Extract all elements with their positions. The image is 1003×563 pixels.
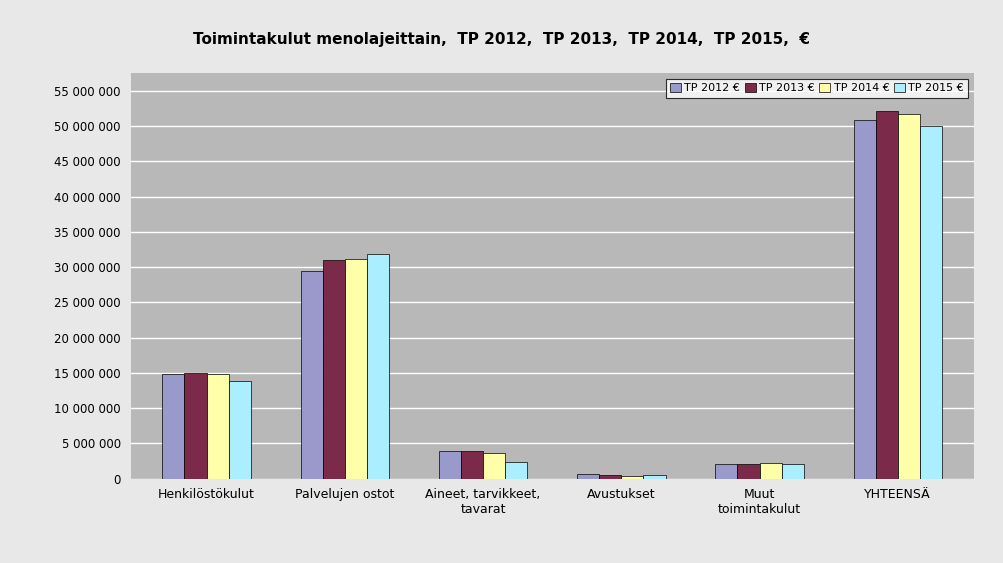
Bar [577,474,599,479]
Bar [505,462,527,479]
Bar [482,453,505,479]
Bar [322,260,344,479]
Bar [229,381,251,479]
Bar [185,373,207,479]
Bar [759,463,781,479]
Bar [162,374,185,479]
Bar [344,258,366,479]
Bar [366,254,389,479]
Bar [737,464,759,479]
Bar [781,464,803,479]
Bar [207,373,229,479]
Bar [875,110,897,479]
Text: Toimintakulut menolajeittain,  TP 2012,  TP 2013,  TP 2014,  TP 2015,  €: Toimintakulut menolajeittain, TP 2012, T… [194,32,809,47]
Bar [714,464,737,479]
Legend: TP 2012 €, TP 2013 €, TP 2014 €, TP 2015 €: TP 2012 €, TP 2013 €, TP 2014 €, TP 2015… [665,79,967,98]
Bar [599,475,621,479]
Bar [643,475,665,479]
Bar [438,451,460,479]
Bar [300,271,322,479]
Bar [460,451,482,479]
Bar [919,126,941,479]
Bar [853,120,875,479]
Bar [621,476,643,479]
Bar [897,114,919,479]
